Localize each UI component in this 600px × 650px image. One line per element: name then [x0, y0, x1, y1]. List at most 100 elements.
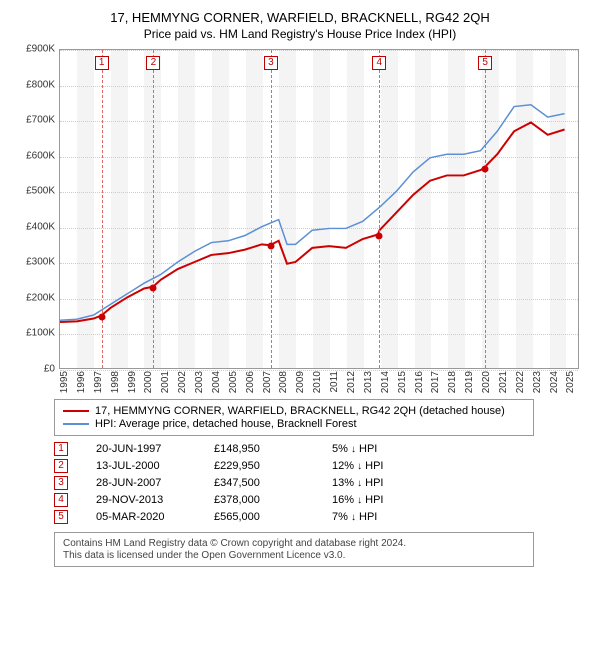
x-tick-label: 2007 — [262, 371, 273, 393]
x-tick-label: 2003 — [194, 371, 205, 393]
event-number: 1 — [54, 442, 68, 456]
plot: 1 2 3 4 5 — [59, 49, 579, 369]
x-tick-label: 2018 — [447, 371, 458, 393]
y-tick-label: £100K — [26, 328, 55, 339]
y-tick-label: £0 — [44, 364, 55, 375]
x-tick-label: 2005 — [228, 371, 239, 393]
legend-item: HPI: Average price, detached house, Brac… — [63, 418, 525, 430]
x-tick-label: 2025 — [565, 371, 576, 393]
event-pct: 13% ↓ HPI — [332, 477, 422, 489]
x-tick-label: 2011 — [329, 371, 340, 393]
x-tick-label: 2012 — [346, 371, 357, 393]
event-pct: 12% ↓ HPI — [332, 460, 422, 472]
event-date: 28-JUN-2007 — [96, 477, 186, 489]
x-tick-label: 2023 — [532, 371, 543, 393]
event-price: £148,950 — [214, 443, 304, 455]
legend: 17, HEMMYNG CORNER, WARFIELD, BRACKNELL,… — [54, 399, 534, 436]
event-marker: 5 — [478, 56, 492, 70]
sale-dot — [150, 285, 157, 292]
event-number: 2 — [54, 459, 68, 473]
x-tick-label: 2022 — [515, 371, 526, 393]
event-marker: 1 — [95, 56, 109, 70]
x-tick-label: 1999 — [127, 371, 138, 393]
x-tick-label: 2010 — [312, 371, 323, 393]
event-row: 5 05-MAR-2020 £565,000 7% ↓ HPI — [54, 510, 590, 524]
x-tick-label: 2015 — [397, 371, 408, 393]
chart-container: 17, HEMMYNG CORNER, WARFIELD, BRACKNELL,… — [10, 10, 590, 567]
x-tick-label: 2020 — [481, 371, 492, 393]
sale-dot — [98, 314, 105, 321]
event-date: 13-JUL-2000 — [96, 460, 186, 472]
event-line — [153, 50, 154, 368]
footer-line: Contains HM Land Registry data © Crown c… — [63, 538, 525, 549]
x-tick-label: 2017 — [430, 371, 441, 393]
series-hpi — [60, 105, 565, 321]
event-line — [485, 50, 486, 368]
x-tick-label: 2004 — [211, 371, 222, 393]
x-tick-label: 2013 — [363, 371, 374, 393]
y-axis: £0£100K£200K£300K£400K£500K£600K£700K£80… — [15, 49, 59, 369]
legend-swatch — [63, 423, 89, 425]
sale-dot — [267, 243, 274, 250]
event-number: 5 — [54, 510, 68, 524]
x-tick-label: 2009 — [295, 371, 306, 393]
event-pct: 7% ↓ HPI — [332, 511, 422, 523]
event-row: 2 13-JUL-2000 £229,950 12% ↓ HPI — [54, 459, 590, 473]
x-tick-label: 2021 — [498, 371, 509, 393]
footer: Contains HM Land Registry data © Crown c… — [54, 532, 534, 567]
event-date: 29-NOV-2013 — [96, 494, 186, 506]
y-tick-label: £500K — [26, 186, 55, 197]
y-tick-label: £700K — [26, 115, 55, 126]
event-line — [379, 50, 380, 368]
line-layer — [60, 50, 578, 368]
event-pct: 16% ↓ HPI — [332, 494, 422, 506]
x-tick-label: 1996 — [76, 371, 87, 393]
legend-item: 17, HEMMYNG CORNER, WARFIELD, BRACKNELL,… — [63, 405, 525, 417]
event-line — [271, 50, 272, 368]
x-tick-label: 2019 — [464, 371, 475, 393]
x-tick-label: 2016 — [414, 371, 425, 393]
y-tick-label: £900K — [26, 44, 55, 55]
y-tick-label: £300K — [26, 257, 55, 268]
x-axis: 1995199619971998199920002001200220032004… — [59, 369, 579, 389]
x-tick-label: 2008 — [278, 371, 289, 393]
event-date: 20-JUN-1997 — [96, 443, 186, 455]
sale-dot — [482, 166, 489, 173]
event-marker: 2 — [146, 56, 160, 70]
x-tick-label: 2024 — [549, 371, 560, 393]
event-row: 1 20-JUN-1997 £148,950 5% ↓ HPI — [54, 442, 590, 456]
y-tick-label: £400K — [26, 221, 55, 232]
events-table: 1 20-JUN-1997 £148,950 5% ↓ HPI 2 13-JUL-2000… — [54, 442, 590, 524]
y-tick-label: £200K — [26, 292, 55, 303]
event-number: 4 — [54, 493, 68, 507]
chart-title: 17, HEMMYNG CORNER, WARFIELD, BRACKNELL,… — [10, 10, 590, 25]
y-tick-label: £800K — [26, 79, 55, 90]
x-tick-label: 1998 — [110, 371, 121, 393]
x-tick-label: 2014 — [380, 371, 391, 393]
x-tick-label: 1995 — [59, 371, 70, 393]
event-price: £378,000 — [214, 494, 304, 506]
x-tick-label: 2002 — [177, 371, 188, 393]
series-price_paid — [60, 122, 565, 322]
footer-line: This data is licensed under the Open Gov… — [63, 550, 525, 561]
legend-swatch — [63, 410, 89, 412]
event-row: 4 29-NOV-2013 £378,000 16% ↓ HPI — [54, 493, 590, 507]
event-marker: 3 — [264, 56, 278, 70]
event-price: £565,000 — [214, 511, 304, 523]
event-row: 3 28-JUN-2007 £347,500 13% ↓ HPI — [54, 476, 590, 490]
plot-area: £0 £100K £200K £300K £400K £500K £600K £700K £80… — [15, 49, 585, 389]
event-marker: 4 — [372, 56, 386, 70]
x-tick-label: 2001 — [160, 371, 171, 393]
legend-label: HPI: Average price, detached house, Brac… — [95, 418, 357, 430]
chart-subtitle: Price paid vs. HM Land Registry's House … — [10, 27, 590, 41]
sale-dot — [376, 232, 383, 239]
x-tick-label: 1997 — [93, 371, 104, 393]
event-date: 05-MAR-2020 — [96, 511, 186, 523]
event-pct: 5% ↓ HPI — [332, 443, 422, 455]
event-number: 3 — [54, 476, 68, 490]
event-price: £347,500 — [214, 477, 304, 489]
legend-label: 17, HEMMYNG CORNER, WARFIELD, BRACKNELL,… — [95, 405, 505, 417]
y-tick-label: £600K — [26, 150, 55, 161]
event-price: £229,950 — [214, 460, 304, 472]
x-tick-label: 2006 — [245, 371, 256, 393]
